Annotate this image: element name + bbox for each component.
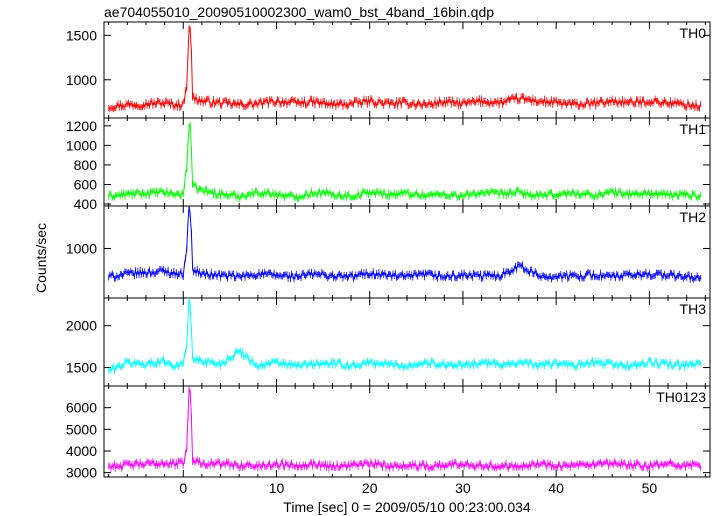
panel-frame <box>103 297 711 387</box>
y-tick-label: 400 <box>74 196 98 212</box>
y-tick-label: 3000 <box>66 465 97 481</box>
panel-label: TH0 <box>680 25 707 41</box>
panel-th0: 1000 1500 TH0 <box>66 21 711 119</box>
panel-label: TH3 <box>680 301 707 317</box>
x-tick-label: 10 <box>269 480 285 496</box>
series-line <box>108 26 702 110</box>
y-tick-label: 800 <box>74 157 98 173</box>
panel-label: TH2 <box>680 209 707 225</box>
x-tick-label: 20 <box>362 480 378 496</box>
x-tick-label: 30 <box>455 480 471 496</box>
y-tick-label: 4000 <box>66 443 97 459</box>
y-tick-label: 600 <box>74 176 98 192</box>
panel-label: TH1 <box>680 121 707 137</box>
y-axis-label: Counts/sec <box>33 223 49 293</box>
panel-th1: 400 600 800 1000 1200 TH1 <box>66 117 711 212</box>
series-line <box>108 298 701 374</box>
y-tick-label: 1500 <box>66 360 97 376</box>
series-line <box>108 205 702 282</box>
series-line <box>108 387 702 471</box>
series-line <box>108 122 702 201</box>
x-axis-label: Time [sec] 0 = 2009/05/10 00:23:00.034 <box>283 499 531 515</box>
y-tick-label: 1000 <box>66 72 97 88</box>
y-tick-label: 1500 <box>66 27 97 43</box>
y-tick-label: 5000 <box>66 421 97 437</box>
y-tick-label: 6000 <box>66 400 97 416</box>
panel-th2: 1000 TH2 <box>66 205 711 299</box>
x-tick-label: 0 <box>179 480 187 496</box>
panel-th3: 1500 2000 TH3 <box>66 297 711 387</box>
y-tick-label: 1000 <box>66 137 97 153</box>
panel-label: TH0123 <box>656 389 706 405</box>
y-tick-label: 2000 <box>66 318 97 334</box>
chart-title: ae704055010_20090510002300_wam0_bst_4ban… <box>104 4 494 20</box>
x-tick-label: 50 <box>642 480 658 496</box>
y-tick-label: 1200 <box>66 118 97 134</box>
panel-th0123: 3000 4000 5000 6000 TH0123 <box>66 385 711 481</box>
panel-frame <box>103 205 711 299</box>
x-tick-label: 40 <box>548 480 564 496</box>
y-tick-label: 1000 <box>66 240 97 256</box>
